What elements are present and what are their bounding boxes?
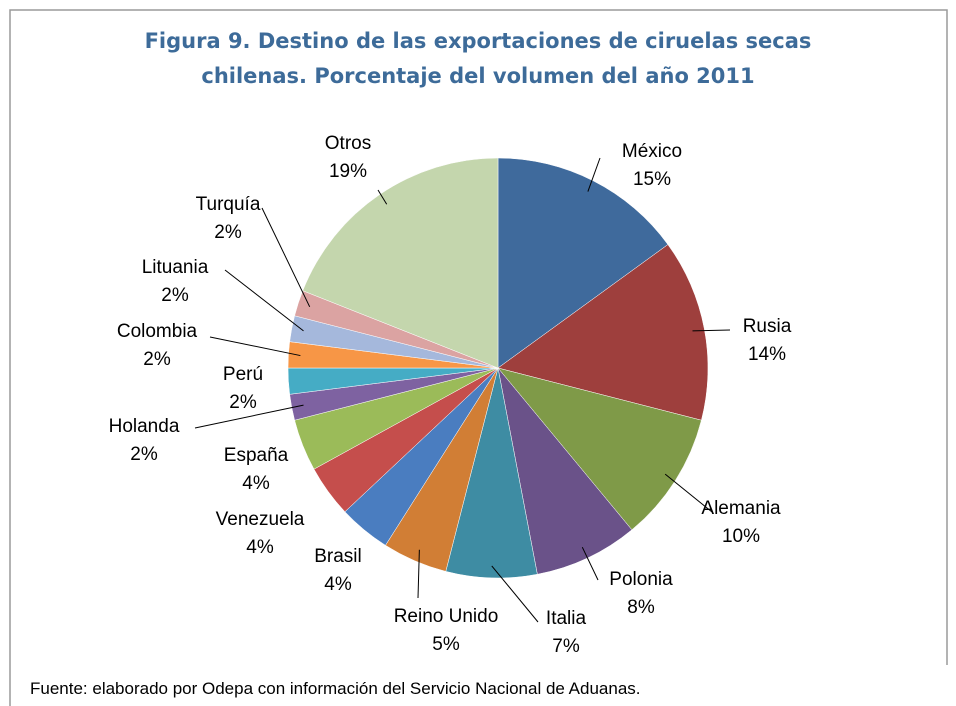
frame (9, 9, 948, 706)
slice-value-label: 5% (432, 634, 460, 655)
slice-value-label: 10% (722, 526, 760, 547)
slice-label: Venezuela (216, 509, 305, 530)
pie-slice (497, 157, 669, 369)
leader-line (209, 336, 301, 357)
slice-value-label: 4% (324, 574, 352, 595)
slice-value-label: 2% (143, 349, 171, 370)
slice-value-label: 4% (246, 537, 274, 558)
slice-value-label: 19% (329, 161, 367, 182)
slice-value-label: 8% (627, 597, 655, 618)
slice-value-label: 2% (130, 444, 158, 465)
leader-line (377, 189, 388, 205)
leader-line (491, 565, 539, 623)
pie-slice (497, 367, 702, 531)
leader-line (194, 404, 304, 429)
slice-label: Perú (223, 364, 263, 385)
leader-line (224, 269, 304, 332)
slice-value-label: 14% (748, 344, 786, 365)
slice-label: Colombia (117, 321, 198, 342)
pie-slice (302, 157, 499, 369)
leader-line (587, 157, 601, 192)
slice-label: Otros (325, 133, 371, 154)
leader-line (417, 549, 420, 599)
leader-line (664, 473, 713, 513)
slice-label: Brasil (314, 546, 362, 567)
leader-line (692, 329, 731, 332)
slice-value-label: 4% (242, 473, 270, 494)
slice-value-label: 15% (633, 169, 671, 190)
slice-label: España (224, 445, 289, 466)
source-note: Fuente: elaborado por Odepa con informac… (30, 679, 641, 698)
chart-title: chilenas. Porcentaje del volumen del año… (201, 64, 754, 88)
slice-label: Lituania (142, 257, 209, 278)
slice-label: México (622, 141, 682, 162)
slice-value-label: 2% (229, 392, 257, 413)
slice-label: Holanda (109, 416, 180, 437)
slice-value-label: 2% (161, 285, 189, 306)
slice-label: Polonia (609, 569, 673, 590)
slice-label: Turquía (196, 194, 261, 215)
chart-title: Figura 9. Destino de las exportaciones d… (145, 29, 812, 53)
slice-label: Reino Unido (394, 606, 499, 627)
slice-label: Italia (546, 608, 587, 629)
leader-line (261, 207, 311, 308)
slice-label: Rusia (743, 316, 792, 337)
slice-label: Alemania (701, 498, 781, 519)
slice-value-label: 7% (552, 636, 580, 657)
leader-line (581, 546, 599, 581)
pie-slice (497, 244, 709, 421)
slice-value-label: 2% (214, 222, 242, 243)
